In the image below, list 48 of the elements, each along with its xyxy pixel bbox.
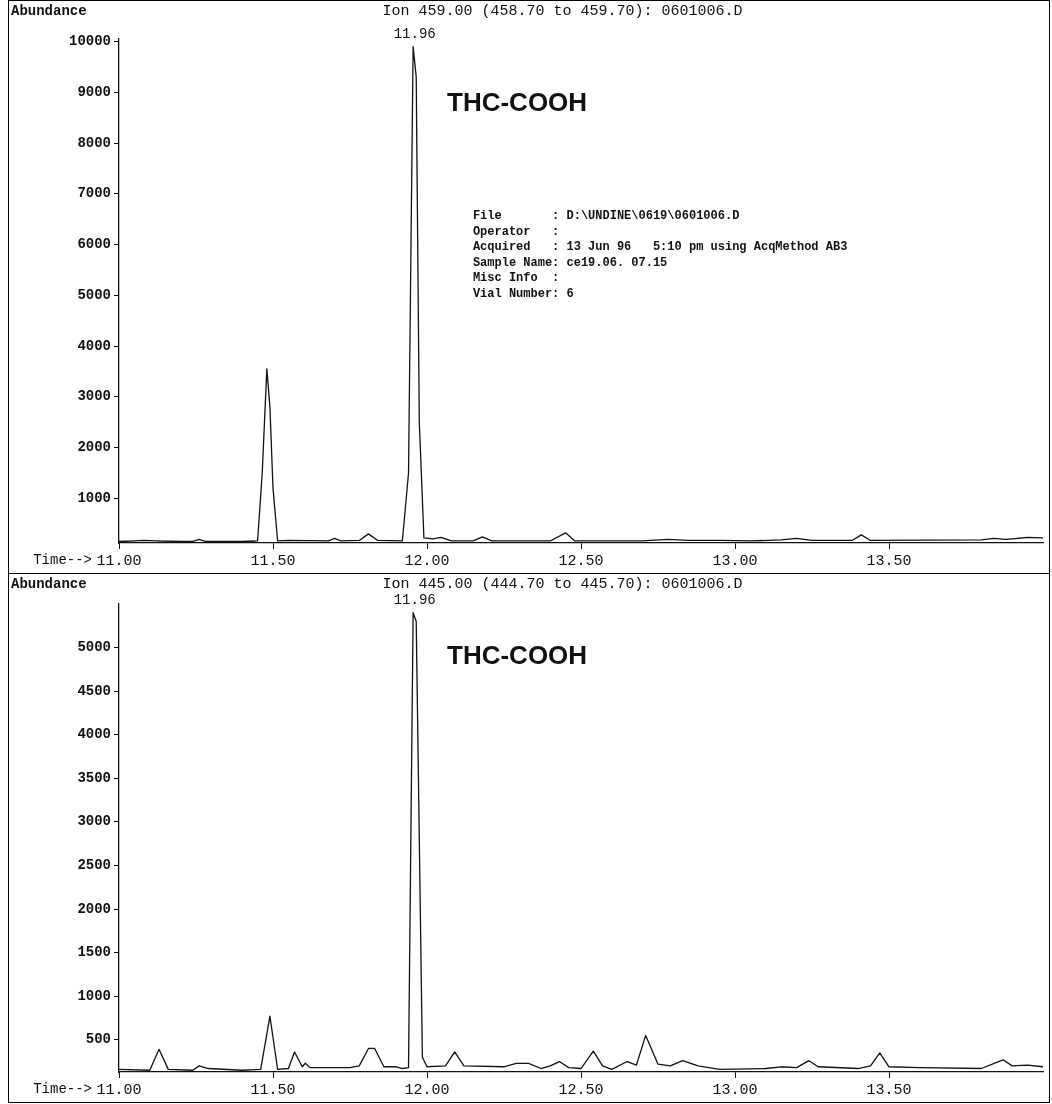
x-tick-label: 11.50	[250, 552, 296, 570]
x-tick-label: 12.00	[404, 1081, 450, 1099]
annotation: 11.96	[393, 25, 436, 42]
y-axis-title: Abundance	[11, 576, 87, 592]
x-tick-label: 13.00	[712, 1081, 758, 1099]
annotation: Misc Info :	[472, 271, 560, 286]
annotation: Acquired : 13 Jun 96 5:10 pm using AcqMethod AB3	[472, 240, 848, 255]
y-tick-label: 3000	[77, 813, 111, 830]
x-tick-label: 11.50	[250, 1081, 296, 1099]
y-tick-label: 3500	[77, 769, 111, 786]
x-axis-title: Time-->	[33, 1081, 92, 1097]
y-tick-label: 4000	[77, 337, 111, 354]
y-tick-label: 2000	[77, 900, 111, 917]
annotation: Operator :	[472, 224, 560, 239]
annotation: THC-COOH	[447, 640, 588, 670]
y-tick-label: 10000	[68, 33, 111, 50]
annotation: THC-COOH	[447, 87, 588, 117]
y-tick-label: 2500	[77, 856, 111, 873]
x-tick-label: 13.50	[866, 552, 912, 570]
y-tick-label: 6000	[77, 236, 111, 253]
annotation: 11.96	[393, 591, 436, 608]
y-tick-label: 7000	[77, 185, 111, 202]
x-tick-label: 11.00	[96, 1081, 142, 1099]
y-tick-label: 5000	[77, 639, 111, 656]
y-tick-label: 3000	[77, 388, 111, 405]
x-tick-label: 13.50	[866, 1081, 912, 1099]
y-tick-label: 9000	[77, 83, 111, 100]
annotation: Sample Name: ce19.06. 07.15	[472, 255, 668, 270]
x-tick-label: 12.50	[558, 552, 604, 570]
y-tick-label: 4000	[77, 726, 111, 743]
x-tick-label: 12.00	[404, 552, 450, 570]
y-tick-label: 1000	[77, 987, 111, 1004]
chart-title: Ion 459.00 (458.70 to 459.70): 0601006.D	[382, 3, 743, 20]
x-tick-label: 11.00	[96, 552, 142, 570]
annotation: Vial Number: 6	[472, 287, 574, 301]
y-tick-label: 8000	[77, 134, 111, 151]
x-tick-label: 12.50	[558, 1081, 604, 1099]
x-axis-title: Time-->	[33, 552, 92, 568]
y-tick-label: 500	[85, 1031, 111, 1048]
annotation: File : D:\UNDINE\0619\0601006.D	[472, 209, 740, 223]
y-tick-label: 2000	[77, 439, 111, 456]
y-tick-label: 5000	[77, 286, 111, 303]
y-axis-title: Abundance	[11, 3, 87, 19]
x-tick-label: 13.00	[712, 552, 758, 570]
y-tick-label: 4500	[77, 682, 111, 699]
y-tick-label: 1500	[77, 944, 111, 961]
y-tick-label: 1000	[77, 489, 111, 506]
chart-title: Ion 445.00 (444.70 to 445.70): 0601006.D	[382, 576, 743, 593]
